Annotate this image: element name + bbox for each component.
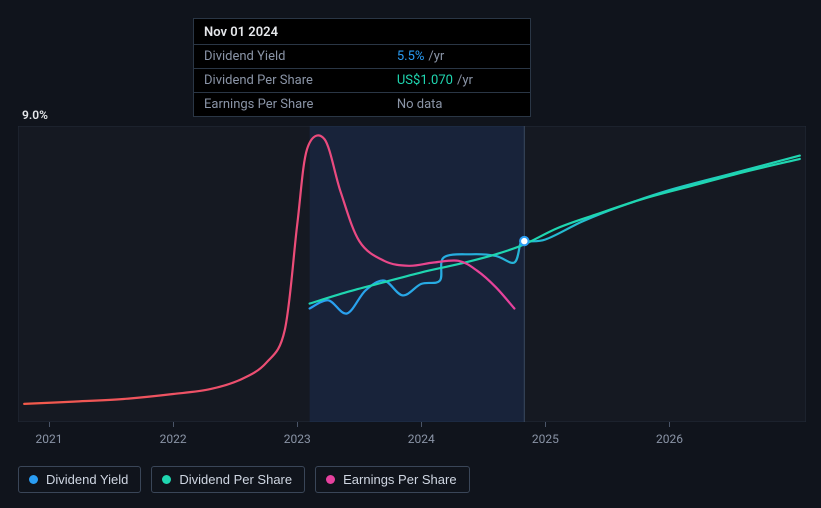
tooltip-table: Dividend Yield 5.5%/yr Dividend Per Shar… [194, 44, 530, 116]
y-axis-max: 9.0% [22, 108, 48, 122]
x-tick-label: 2024 [408, 432, 435, 446]
x-tick-label: 2022 [160, 432, 187, 446]
x-tick [669, 422, 670, 427]
tooltip-row-value: US$1.070/yr [387, 69, 530, 93]
legend-label: Earnings Per Share [343, 472, 456, 487]
legend-dot [29, 475, 38, 484]
legend-dot [162, 475, 171, 484]
legend-label: Dividend Yield [46, 472, 128, 487]
tooltip-row-label: Dividend Yield [194, 45, 387, 69]
x-tick [421, 422, 422, 427]
x-tick-label: 2023 [284, 432, 311, 446]
legend-toggle-dividend-yield[interactable]: Dividend Yield [18, 466, 141, 493]
legend: Dividend Yield Dividend Per Share Earnin… [18, 466, 470, 493]
x-tick-label: 2026 [656, 432, 683, 446]
x-axis: 2021 2022 2023 2024 2025 2026 [18, 422, 806, 450]
legend-label: Dividend Per Share [179, 472, 292, 487]
legend-toggle-earnings-per-share[interactable]: Earnings Per Share [315, 466, 469, 493]
tooltip-row-label: Earnings Per Share [194, 93, 387, 117]
x-tick [173, 422, 174, 427]
hover-tooltip: Nov 01 2024 Dividend Yield 5.5%/yr Divid… [193, 18, 531, 117]
legend-toggle-dividend-per-share[interactable]: Dividend Per Share [151, 466, 305, 493]
x-tick [49, 422, 50, 427]
x-tick-label: 2021 [36, 432, 63, 446]
tooltip-row-value: No data [387, 93, 530, 117]
x-tick-label: 2025 [532, 432, 559, 446]
chart-plot[interactable] [18, 126, 806, 422]
tooltip-row-value: 5.5%/yr [387, 45, 530, 69]
tooltip-date: Nov 01 2024 [194, 19, 530, 44]
tooltip-row-label: Dividend Per Share [194, 69, 387, 93]
chart-svg [18, 126, 806, 422]
x-tick [545, 422, 546, 427]
x-tick [297, 422, 298, 427]
legend-dot [326, 475, 335, 484]
